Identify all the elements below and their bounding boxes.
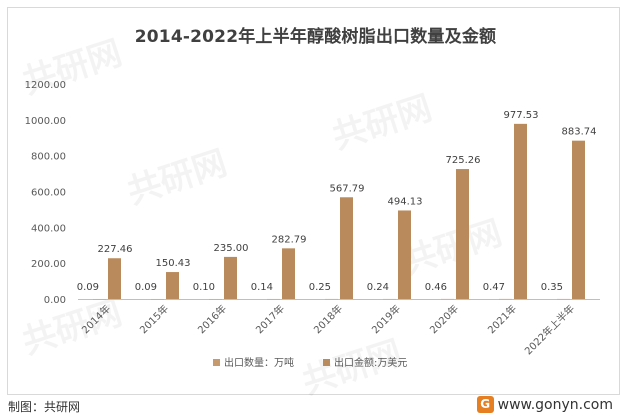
site-credit: G www.gonyn.com bbox=[476, 396, 613, 413]
site-url: www.gonyn.com bbox=[497, 396, 613, 413]
x-tick-label: 2015年 bbox=[137, 302, 171, 336]
legend-label-export-value: 出口金额:万美元 bbox=[334, 356, 407, 369]
bar-export-value bbox=[398, 210, 411, 299]
bar-export-value bbox=[456, 169, 469, 299]
data-label-export-volume: 0.24 bbox=[367, 282, 389, 293]
x-tick-label: 2019年 bbox=[369, 302, 403, 336]
data-label-export-value: 235.00 bbox=[214, 243, 249, 254]
y-tick-label: 1000.00 bbox=[25, 116, 66, 127]
bar-export-value bbox=[166, 272, 179, 299]
data-label-export-value: 725.26 bbox=[446, 155, 481, 166]
y-tick-label: 400.00 bbox=[31, 223, 66, 234]
data-label-export-volume: 0.09 bbox=[135, 282, 157, 293]
data-label-export-value: 282.79 bbox=[272, 234, 307, 245]
data-label-export-value: 150.43 bbox=[156, 258, 191, 269]
gonyn-logo-icon: G bbox=[476, 396, 494, 413]
bar-export-value bbox=[224, 256, 237, 299]
x-tick-label: 2017年 bbox=[253, 302, 287, 336]
legend-swatch-export-volume bbox=[213, 359, 220, 366]
data-label-export-volume: 0.46 bbox=[425, 282, 447, 293]
bar-export-value bbox=[572, 140, 585, 299]
data-label-export-volume: 0.35 bbox=[541, 282, 563, 293]
x-tick-label: 2022年上半年 bbox=[522, 302, 577, 357]
legend-label-export-volume: 出口数量：万吨 bbox=[224, 356, 294, 369]
data-label-export-value: 494.13 bbox=[388, 196, 423, 207]
y-tick-label: 600.00 bbox=[31, 188, 66, 199]
chart-title: 2014-2022年上半年醇酸树脂出口数量及金额 bbox=[134, 27, 497, 47]
data-label-export-volume: 0.09 bbox=[77, 282, 99, 293]
bar-export-value bbox=[282, 248, 295, 299]
x-tick-label: 2018年 bbox=[311, 302, 345, 336]
x-tick-label: 2014年 bbox=[79, 302, 113, 336]
bar-export-value bbox=[108, 258, 121, 299]
data-label-export-volume: 0.14 bbox=[251, 282, 273, 293]
bar-export-value bbox=[340, 197, 353, 299]
x-tick-label: 2016年 bbox=[195, 302, 229, 336]
bar-export-value bbox=[514, 123, 527, 299]
data-label-export-value: 977.53 bbox=[504, 110, 539, 121]
data-label-export-value: 883.74 bbox=[562, 127, 597, 138]
data-label-export-value: 227.46 bbox=[98, 244, 133, 255]
y-tick-label: 800.00 bbox=[31, 152, 66, 163]
source-caption: 制图：共研网 bbox=[8, 400, 81, 414]
data-label-export-volume: 0.47 bbox=[483, 282, 505, 293]
y-tick-label: 0.00 bbox=[44, 295, 66, 306]
data-label-export-volume: 0.10 bbox=[193, 282, 215, 293]
y-tick-label: 1200.00 bbox=[25, 80, 66, 91]
data-label-export-volume: 0.25 bbox=[309, 282, 331, 293]
x-tick-label: 2020年 bbox=[427, 302, 461, 336]
x-tick-label: 2021年 bbox=[485, 302, 519, 336]
legend-swatch-export-value bbox=[323, 359, 330, 366]
y-tick-label: 200.00 bbox=[31, 259, 66, 270]
data-label-export-value: 567.79 bbox=[330, 183, 365, 194]
